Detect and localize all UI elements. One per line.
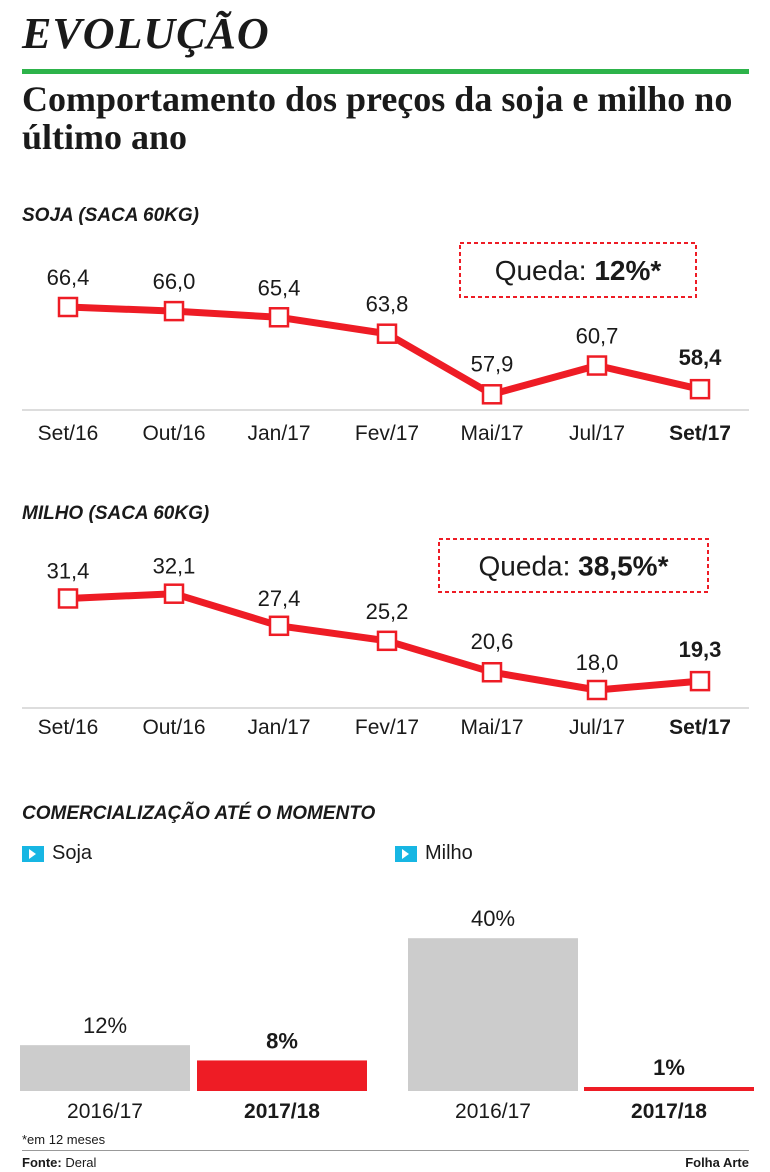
legend-label: Soja [52,842,93,864]
callout-value: 12%* [594,255,661,286]
data-point [376,323,398,344]
data-point [376,630,398,652]
data-point [57,296,79,318]
data-label: 27,4 [258,586,301,611]
data-label: 32,1 [153,554,196,579]
data-point [481,661,503,683]
category-tick-label: Jan/17 [247,716,310,739]
footnote: *em 12 meses [22,1132,106,1147]
category-tick-label: Out/16 [142,422,205,445]
callout-text: Queda: 38,5%* [479,551,669,582]
data-label: 66,4 [47,265,90,290]
bar [584,1087,754,1091]
data-label: 63,8 [366,292,409,317]
category-tick-label: Mai/17 [460,716,523,739]
sales-bar-chart: 12% 2016/17 8% 2017/18 40% 2016/17 1% 2017/18 [20,906,754,1123]
data-label: 60,7 [576,324,619,349]
data-point [586,679,608,701]
bar-category-label: 2017/18 [631,1100,707,1123]
legend-label: Milho [425,842,473,864]
bar-value-label: 40% [471,906,515,931]
data-point [481,384,503,405]
category-tick-label: Out/16 [142,716,205,739]
bar [197,1060,367,1091]
callout-label: Queda: [479,551,579,582]
category-tick-label: Set/17 [669,716,731,739]
bar-category-label: 2017/18 [244,1100,320,1123]
legend-soja: Soja [22,842,92,865]
legend-arrow-icon [395,845,417,862]
credit: Folha Arte [685,1155,749,1170]
data-point [689,670,711,692]
data-point [268,307,290,328]
kicker-title: EVOLUÇÃO [22,9,270,58]
bar-category-label: 2016/17 [455,1100,531,1123]
data-label: 19,3 [679,637,722,662]
source: Fonte: Deral [22,1155,96,1170]
category-tick-label: Jul/17 [569,716,625,739]
series-line [64,303,704,398]
legend-arrow-icon [22,845,44,862]
callout-text: Queda: 12%* [495,255,662,286]
bar-category-label: 2016/17 [67,1100,143,1123]
data-point [163,300,185,322]
category-tick-label: Fev/17 [355,422,419,445]
data-point [268,615,290,637]
bar-value-label: 8% [266,1028,298,1053]
data-label: 25,2 [366,599,409,624]
bar [408,938,578,1091]
callout-label: Queda: [495,255,595,286]
data-label: 57,9 [471,351,514,376]
category-tick-label: Jan/17 [247,422,310,445]
legend-milho: Milho [395,842,473,865]
callout-value: 38,5%* [578,551,668,582]
category-tick-label: Set/16 [38,422,99,445]
headline: Comportamento dos preços da soja e milho… [22,79,733,157]
source-value: Deral [65,1155,97,1170]
data-label: 58,4 [679,345,723,370]
soja-line-chart: 66,4 Set/16 66,0 Out/16 65,4 Jan/17 63,8 Fev/17… [22,242,749,445]
data-label: 65,4 [258,275,301,300]
callout-box [459,242,697,298]
data-point [57,588,79,609]
data-label: 31,4 [47,558,90,583]
category-tick-label: Jul/17 [569,422,625,445]
category-tick-label: Set/17 [669,422,731,445]
milho-line-chart: 31,4 Set/16 32,1 Out/16 27,4 Jan/17 25,2 Fev/17… [22,538,749,739]
data-label: 66,0 [153,269,196,294]
data-point [586,355,608,376]
sales-chart-title: COMERCIALIZAÇÃO ATÉ O MOMENTO [22,803,376,824]
milho-chart-title: MILHO (SACA 60KG) [22,503,210,524]
bar-value-label: 1% [653,1055,685,1080]
category-tick-label: Mai/17 [460,422,523,445]
soja-chart-title: SOJA (SACA 60KG) [22,205,200,226]
data-label: 18,0 [576,650,619,675]
callout-box [438,538,709,593]
footer-rule [22,1150,749,1151]
data-label: 20,6 [471,629,514,654]
category-tick-label: Set/16 [38,716,99,739]
bar-value-label: 12% [83,1013,127,1038]
accent-rule [22,69,749,74]
data-point [163,583,185,604]
data-point [689,378,711,400]
bar [20,1045,190,1091]
source-label: Fonte: [22,1155,62,1170]
category-tick-label: Fev/17 [355,716,419,739]
